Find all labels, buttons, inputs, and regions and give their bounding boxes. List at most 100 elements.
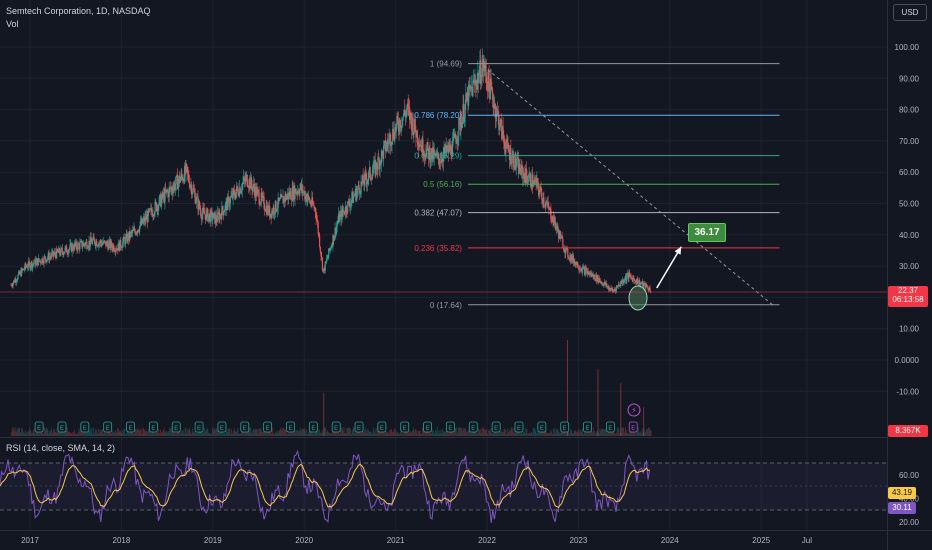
projection-arrow[interactable] bbox=[656, 246, 682, 289]
volume-bar bbox=[436, 427, 438, 436]
earnings-marker[interactable] bbox=[537, 421, 547, 433]
candle-body bbox=[392, 128, 395, 138]
dividend-event-marker[interactable] bbox=[627, 403, 641, 417]
candle-body bbox=[139, 221, 141, 227]
candle-body bbox=[95, 241, 97, 246]
volume-bar bbox=[186, 433, 188, 436]
volume-bar bbox=[263, 430, 265, 436]
candle-body bbox=[354, 188, 357, 196]
earnings-marker[interactable] bbox=[423, 421, 432, 433]
candle-body bbox=[204, 213, 206, 215]
volume-bar bbox=[491, 432, 493, 436]
earnings-marker[interactable] bbox=[468, 421, 478, 433]
candle-body bbox=[323, 267, 326, 272]
candle-body bbox=[187, 172, 189, 175]
volume-bar bbox=[291, 430, 293, 436]
earnings-marker[interactable] bbox=[331, 421, 341, 433]
earnings-marker[interactable] bbox=[560, 421, 570, 433]
candle-body bbox=[480, 60, 482, 84]
fibonacci-retracement[interactable]: 1 (94.69)0.786 (78.20)0.618 (65.29)0.5 (… bbox=[414, 60, 780, 310]
volume-bar bbox=[141, 433, 143, 436]
earnings-marker[interactable] bbox=[286, 421, 295, 433]
candle-body bbox=[525, 168, 527, 177]
price-tick-label: 30.00 bbox=[899, 262, 920, 271]
candle-body bbox=[314, 208, 316, 209]
earnings-marker[interactable] bbox=[263, 421, 273, 433]
candle-body bbox=[23, 269, 25, 270]
candle-body bbox=[110, 241, 112, 249]
earnings-marker-letter: E bbox=[334, 426, 338, 432]
earnings-marker[interactable] bbox=[57, 421, 67, 433]
earnings-marker[interactable] bbox=[628, 421, 638, 433]
currency-button[interactable]: USD bbox=[893, 4, 927, 21]
earnings-marker[interactable] bbox=[103, 421, 113, 433]
earnings-marker[interactable] bbox=[171, 421, 181, 433]
earnings-marker[interactable] bbox=[491, 421, 501, 433]
earnings-marker[interactable] bbox=[308, 421, 318, 433]
candle-body bbox=[41, 258, 44, 263]
volume-bar bbox=[47, 429, 49, 436]
volume-bar bbox=[592, 432, 594, 436]
volume-bar bbox=[267, 430, 269, 436]
candle-body bbox=[311, 197, 313, 205]
candle-body bbox=[356, 188, 359, 192]
candle-body bbox=[277, 197, 279, 209]
earnings-marker[interactable] bbox=[354, 421, 364, 433]
candle-body bbox=[578, 268, 580, 271]
candle-body bbox=[174, 184, 177, 190]
earnings-marker[interactable] bbox=[34, 421, 44, 433]
earnings-marker[interactable] bbox=[240, 421, 250, 433]
candle-body bbox=[167, 191, 169, 193]
candle-body bbox=[620, 280, 622, 284]
candle-body bbox=[456, 140, 459, 142]
volume-bar bbox=[275, 432, 276, 436]
earnings-marker[interactable] bbox=[583, 421, 592, 433]
volume-bar bbox=[116, 427, 118, 436]
volume-bar bbox=[355, 429, 357, 436]
time-tick-label: 2018 bbox=[113, 536, 131, 545]
time-axis[interactable]: 2017 2018 2019 2020 2021 2022 2023 2024 2025 Jul bbox=[21, 536, 812, 545]
volume-bar bbox=[57, 432, 59, 436]
candle-body bbox=[581, 267, 584, 273]
bottom-highlight-ellipse[interactable] bbox=[628, 285, 648, 311]
candle-body bbox=[264, 210, 267, 212]
candle-body bbox=[148, 209, 150, 212]
volume-bar bbox=[145, 431, 147, 436]
volume-indicator-label[interactable]: Vol bbox=[6, 19, 19, 29]
earnings-marker[interactable] bbox=[126, 421, 135, 433]
volume-bar bbox=[433, 430, 435, 436]
candle-body bbox=[93, 236, 95, 240]
earnings-marker-letter: E bbox=[540, 426, 544, 432]
earnings-marker[interactable] bbox=[605, 421, 615, 433]
earnings-marker[interactable] bbox=[148, 421, 158, 433]
earnings-marker[interactable] bbox=[217, 421, 227, 433]
volume-bar bbox=[377, 427, 379, 436]
candle-body bbox=[66, 252, 68, 254]
candle-body bbox=[631, 277, 634, 282]
fib-level-label: 0.786 (78.20) bbox=[414, 111, 462, 120]
volume-bar bbox=[201, 428, 203, 436]
earnings-marker[interactable] bbox=[400, 421, 410, 433]
candle-body bbox=[233, 189, 235, 191]
earnings-marker[interactable] bbox=[377, 421, 387, 433]
earnings-marker[interactable] bbox=[446, 421, 455, 433]
candle-body bbox=[153, 213, 155, 216]
candle-body bbox=[586, 271, 589, 274]
earnings-marker[interactable] bbox=[514, 421, 524, 433]
volume-bar bbox=[474, 429, 476, 436]
candle-body bbox=[615, 286, 617, 292]
trendline[interactable] bbox=[482, 65, 773, 306]
rsi-indicator-label[interactable]: RSI (14, close, SMA, 14, 2) bbox=[6, 443, 116, 453]
candle-body bbox=[559, 230, 561, 239]
volume-bar bbox=[110, 433, 112, 436]
target-price-callout[interactable]: 36.17 bbox=[688, 223, 726, 242]
symbol-title[interactable]: Semtech Corporation, 1D, NASDAQ bbox=[6, 6, 151, 16]
price-axis[interactable]: 100.0090.0080.0070.0060.0050.0040.0030.0… bbox=[895, 43, 920, 396]
earnings-marker[interactable] bbox=[80, 421, 90, 433]
earnings-marker[interactable] bbox=[194, 421, 204, 433]
candle-body bbox=[56, 248, 58, 259]
volume-bar bbox=[535, 430, 537, 436]
candle-body bbox=[610, 289, 612, 291]
candle-body bbox=[14, 279, 16, 283]
